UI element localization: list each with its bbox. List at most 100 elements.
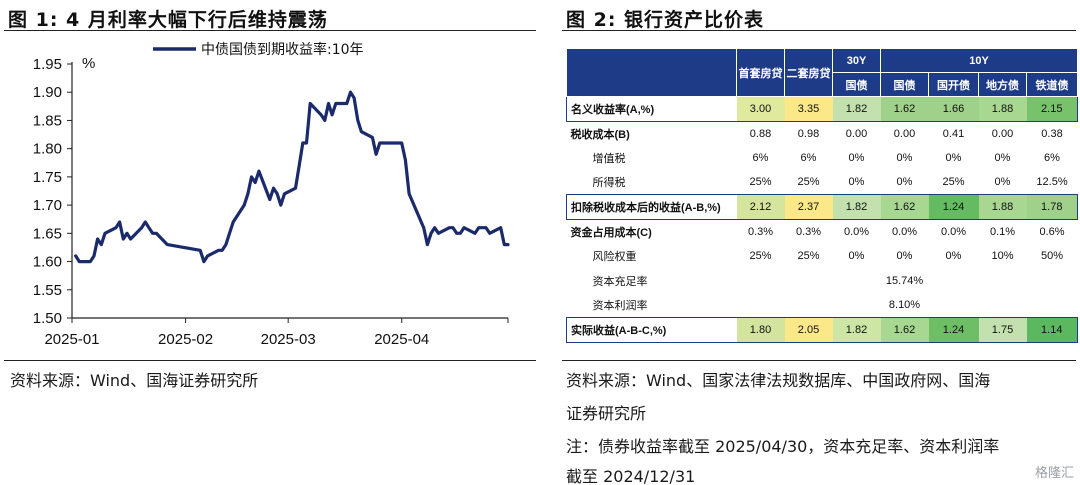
- legend-label: 中债国债到期收益率:10年: [201, 41, 364, 58]
- watermark-logo: 格隆汇: [1034, 466, 1074, 481]
- value-cell: 1.88: [978, 194, 1027, 220]
- figure1-top-rule: [4, 30, 536, 31]
- value-cell: 0%: [896, 176, 913, 189]
- y-tick-label: 1.50: [33, 310, 62, 327]
- empty-cell: [929, 269, 979, 294]
- value-cell: 3.00: [736, 96, 785, 122]
- value-cell: 25%: [749, 250, 772, 263]
- row-label: 税收成本(B): [570, 128, 630, 141]
- y-axis: 1.95 1.90 1.85 1.80 1.75 1.70 1.65 1.60 1.55 1.50: [33, 56, 73, 327]
- value-cell: 25%: [749, 176, 772, 189]
- row-label: 资本利润率: [592, 300, 648, 313]
- value-cell: 1.66: [928, 96, 979, 122]
- table-row: 资本充足率 15.74%: [567, 269, 1078, 294]
- table-row: 名义收益率(A,%) 3.00 3.35 1.82 1.62 1.66 1.88 2.15: [566, 96, 1079, 122]
- empty-cell: [979, 269, 1027, 294]
- header-30y: 30Y: [832, 48, 881, 73]
- value-cell: 1.62: [880, 96, 929, 122]
- merged-value-cell: 15.74%: [885, 274, 924, 287]
- y-tick-label: 1.55: [33, 282, 62, 299]
- value-cell: 25%: [797, 176, 820, 189]
- y-tick-label: 1.95: [33, 56, 62, 73]
- value-cell: 1.24: [928, 317, 979, 343]
- row-label: 增值税: [592, 152, 626, 165]
- value-cell: 1.80: [736, 317, 785, 343]
- figure2-title: 图 2: 银行资产比价表: [566, 9, 765, 31]
- value-cell: 0.00: [893, 127, 916, 140]
- empty-cell: [737, 293, 785, 318]
- value-cell: 0%: [848, 250, 865, 263]
- value-cell: 0.00: [845, 127, 868, 140]
- table-body: 名义收益率(A,%) 3.00 3.35 1.82 1.62 1.66 1.88 2.15 税收…: [566, 96, 1079, 343]
- empty-cell: [785, 269, 833, 294]
- value-cell: 6%: [800, 151, 817, 164]
- y-tick-label: 1.85: [33, 112, 62, 129]
- value-cell: 2.37: [784, 194, 833, 220]
- x-tick-label: 2025-03: [261, 331, 316, 348]
- header-first-home-loan: 首套房贷: [736, 48, 785, 97]
- value-cell: 0%: [896, 151, 913, 164]
- value-cell: 25%: [942, 176, 965, 189]
- header-30y-govt: 国债: [832, 72, 881, 97]
- value-cell: 0.0%: [891, 226, 918, 239]
- value-cell: 0.98: [797, 127, 820, 140]
- value-cell: 6%: [1044, 151, 1060, 164]
- header-corner: [566, 48, 737, 97]
- value-cell: 0%: [945, 250, 962, 263]
- y-tick-label: 1.80: [33, 141, 62, 158]
- value-cell: 0.3%: [747, 226, 774, 239]
- y-tick-label: 1.65: [33, 225, 62, 242]
- table-row: 实际收益(A-B-C,%) 1.80 2.05 1.82 1.62 1.24 1.75 1.1…: [566, 317, 1079, 343]
- value-cell: 1.14: [1026, 317, 1079, 343]
- value-cell: 0.88: [749, 127, 772, 140]
- value-cell: 1.24: [928, 194, 979, 220]
- y-unit-label: %: [82, 55, 95, 72]
- value-cell: 1.62: [880, 194, 929, 220]
- y-tick-label: 1.70: [33, 197, 62, 214]
- value-cell: 25%: [797, 250, 820, 263]
- row-label: 所得税: [592, 177, 626, 190]
- asset-comparison-table-wrap: 首套房贷 二套房贷 30Y 10Y 国债 国债 国开债 地方债 铁道债 名义收益…: [566, 48, 1079, 343]
- table-row: 风险权重 25% 25% 0% 0% 0% 10% 50%: [567, 244, 1078, 269]
- row-label: 资本充足率: [592, 275, 648, 288]
- empty-cell: [979, 293, 1027, 318]
- table-row: 资金占用成本(C) 0.3% 0.3% 0.0% 0.0% 0.0% 0.1% 0.6%: [567, 219, 1078, 244]
- empty-cell: [833, 269, 881, 294]
- value-cell: 0%: [994, 176, 1011, 189]
- row-label: 风险权重: [592, 251, 637, 264]
- yield-line-chart: 1.95 1.90 1.85 1.80 1.75 1.70 1.65 1.60 1.55 1.50…: [33, 41, 510, 348]
- empty-cell: [833, 293, 881, 318]
- table-row: 扣除税收成本后的收益(A-B,%) 2.12 2.37 1.82 1.62 1.24 1.8…: [566, 194, 1079, 220]
- table-row: 资本利润率 8.10%: [567, 293, 1078, 318]
- value-cell: 1.82: [832, 96, 881, 122]
- y-tick-label: 1.75: [33, 169, 62, 186]
- value-cell: 0.0%: [843, 226, 870, 239]
- header-10y: 10Y: [879, 48, 1079, 73]
- value-cell: 0.0%: [940, 226, 967, 239]
- empty-cell: [737, 269, 785, 294]
- value-cell: 0%: [945, 151, 962, 164]
- y-tick-label: 1.60: [33, 254, 62, 271]
- figure2-top-rule: [562, 30, 1076, 31]
- empty-cell: [1027, 269, 1078, 294]
- empty-cell: [785, 293, 833, 318]
- table-row: 税收成本(B) 0.88 0.98 0.00 0.00 0.41 0.00 0.38: [567, 121, 1078, 146]
- header-10y-railway: 铁道债: [1025, 72, 1079, 97]
- row-label: 扣除税收成本后的收益(A-B,%): [566, 194, 737, 220]
- value-cell: 0%: [994, 151, 1011, 164]
- value-cell: 1.82: [832, 194, 881, 220]
- header-10y-cdb: 国开债: [928, 72, 979, 97]
- value-cell: 2.05: [784, 317, 833, 343]
- row-label: 名义收益率(A,%): [566, 96, 737, 122]
- figure1-bottom-rule: [4, 360, 536, 361]
- table-row: 所得税 25% 25% 0% 0% 25% 0% 12.5%: [567, 170, 1078, 195]
- value-cell: 2.15: [1026, 96, 1079, 122]
- value-cell: 10%: [991, 250, 1014, 263]
- value-cell: 1.78: [1026, 194, 1079, 220]
- header-second-home-loan: 二套房贷: [784, 48, 833, 97]
- x-tick-label: 2025-01: [44, 331, 99, 348]
- figure2-source-line1: 资料来源：Wind、国家法律法规数据库、中国政府网、国海: [566, 371, 991, 390]
- figure2-bottom-rule: [562, 360, 1076, 361]
- series-layer: [74, 90, 510, 264]
- legend: 中债国债到期收益率:10年: [153, 41, 364, 58]
